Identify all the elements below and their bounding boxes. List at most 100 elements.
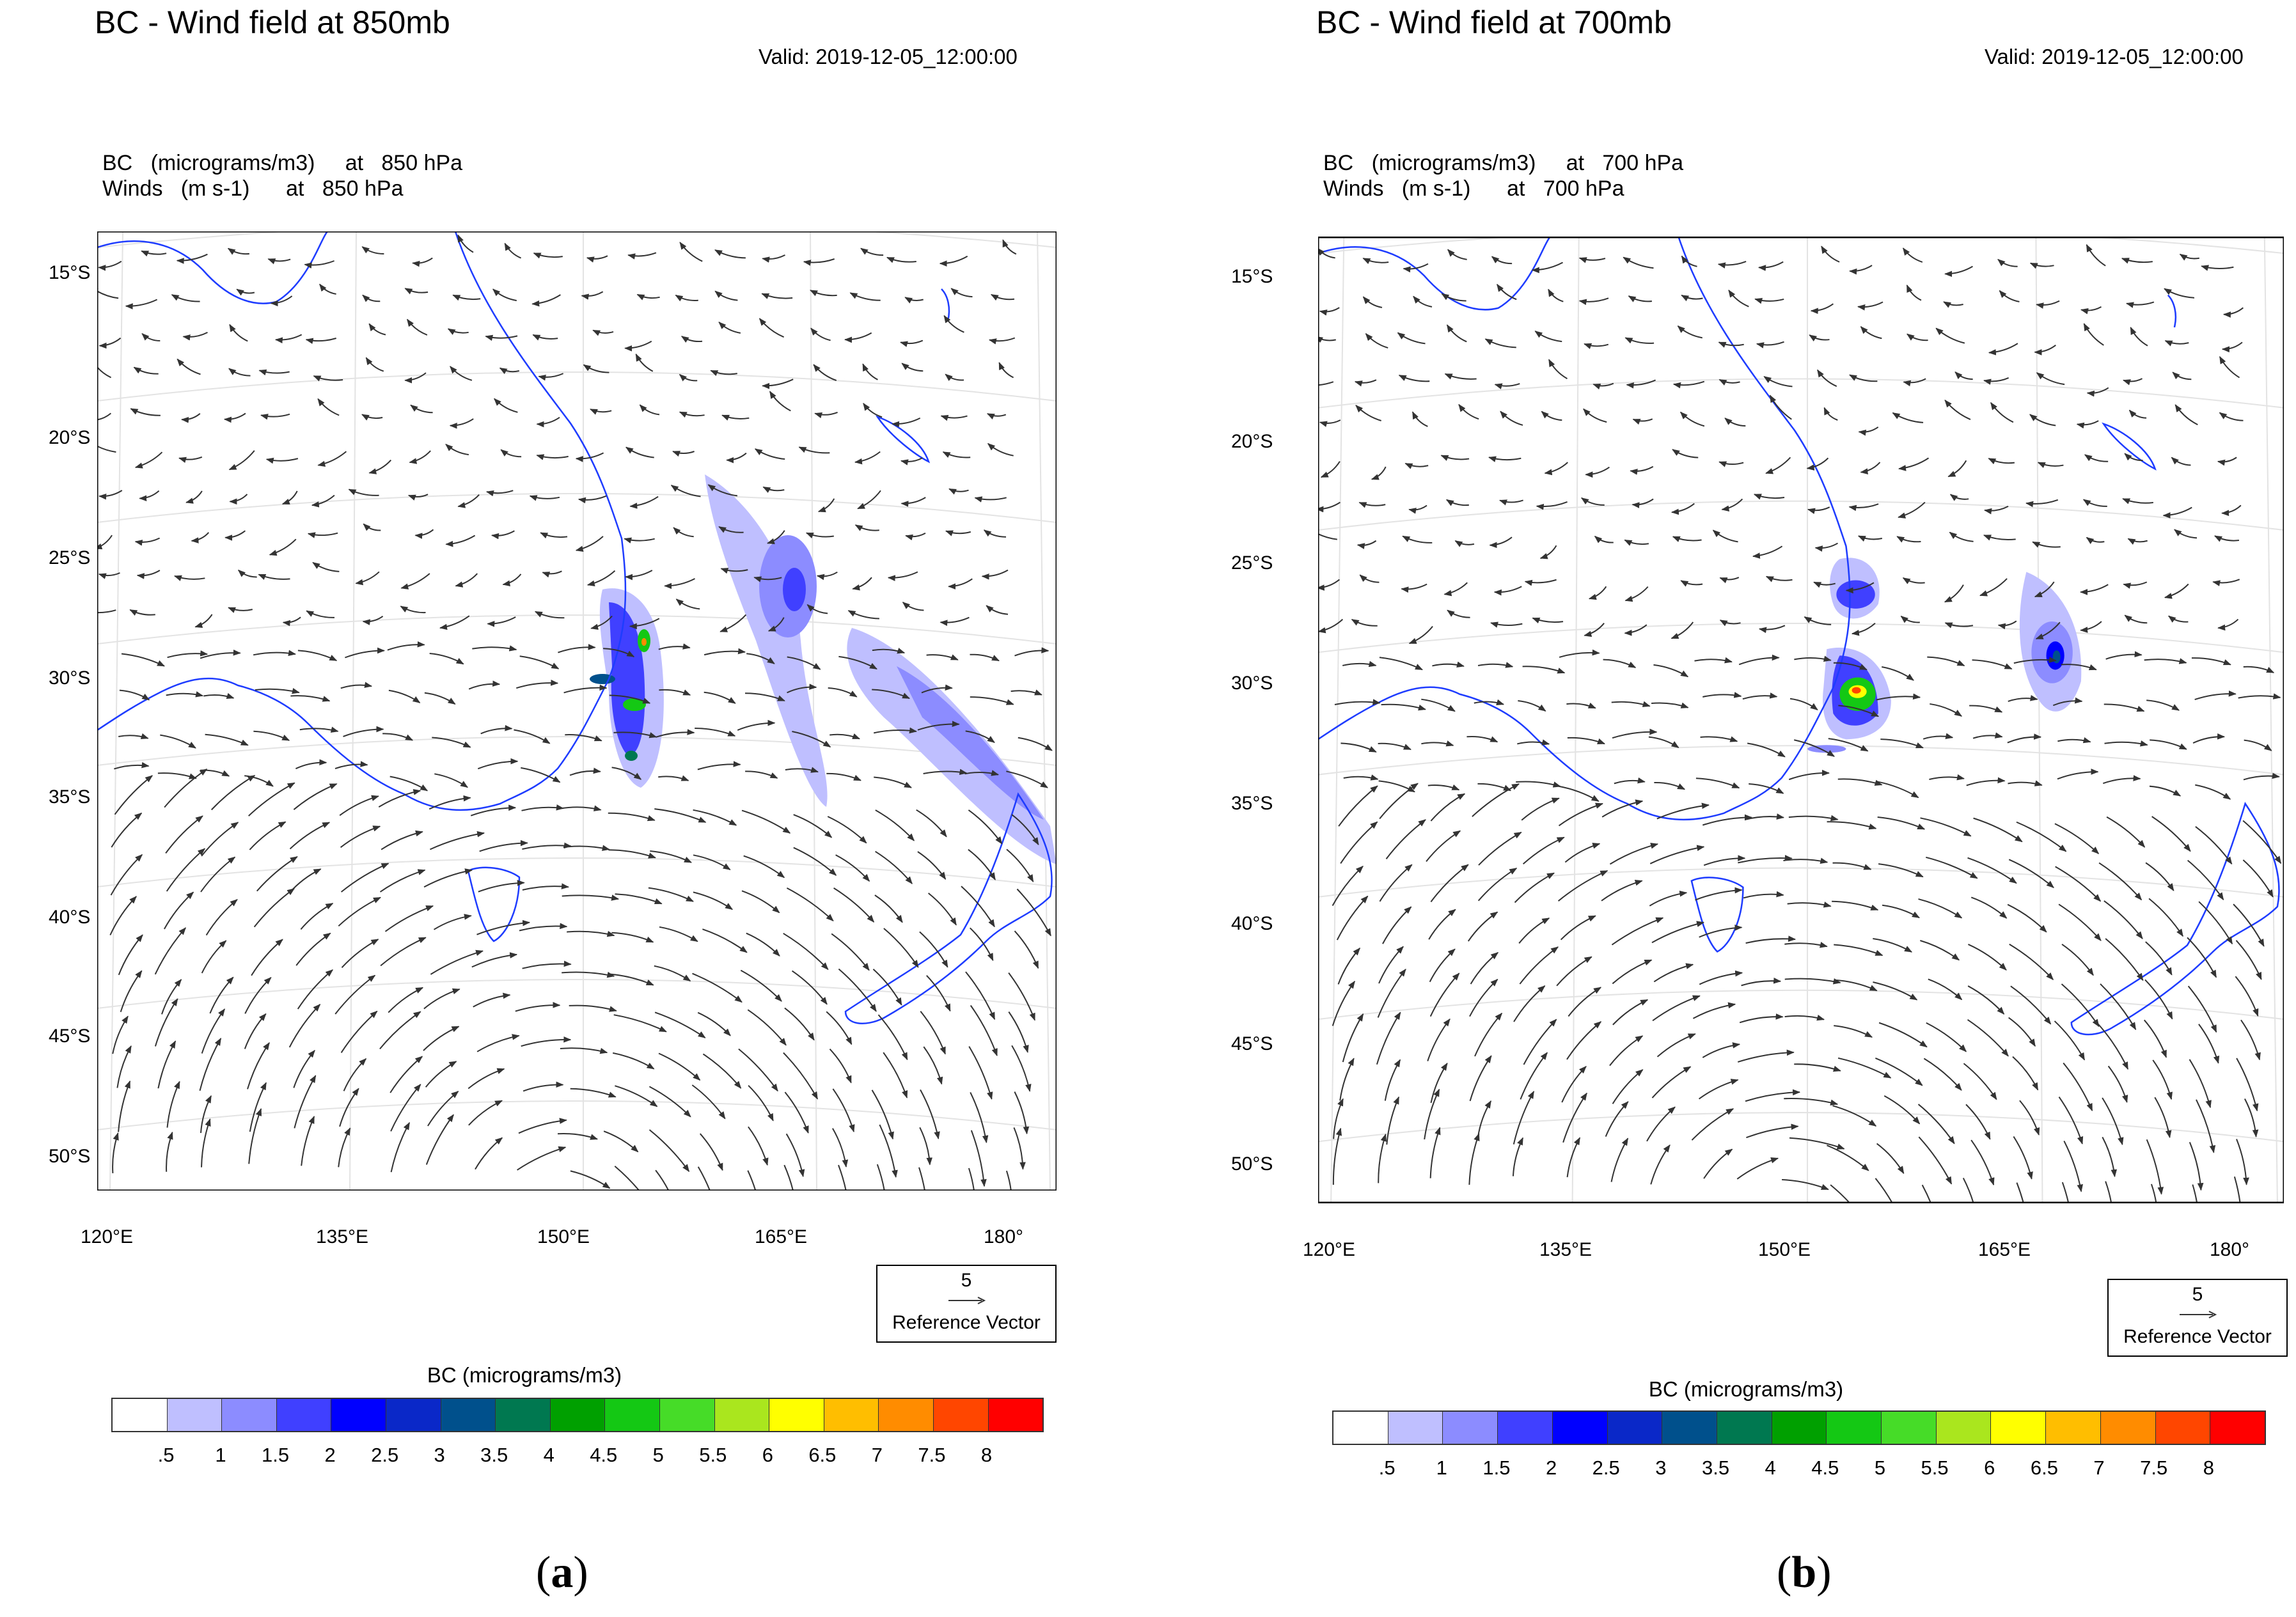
wind-vector	[1929, 774, 1965, 781]
wind-vector	[1877, 816, 1926, 830]
wind-vector	[592, 329, 614, 336]
wind-vector	[1671, 621, 1694, 639]
wind-vector	[1813, 581, 1836, 588]
wind-vector	[1694, 657, 1733, 664]
wind-vector	[194, 614, 213, 628]
wind-vector	[2012, 1056, 2039, 1091]
wind-vector	[783, 1164, 794, 1191]
wind-vector	[787, 656, 821, 670]
wind-vector	[1920, 817, 1972, 837]
wind-vector	[500, 449, 522, 458]
wind-vector	[253, 887, 295, 928]
wind-vector	[650, 850, 692, 863]
wind-vector	[1499, 499, 1523, 506]
wind-vector	[301, 1116, 315, 1166]
wind-vector	[1672, 449, 1699, 458]
wind-vector	[1651, 921, 1705, 944]
wind-vector	[519, 923, 568, 932]
wind-vector	[2058, 903, 2102, 941]
wind-vector	[1500, 410, 1523, 426]
wind-vector	[921, 684, 953, 694]
wind-vector	[1568, 987, 1602, 1017]
wind-vector	[363, 523, 381, 531]
wind-vector	[2219, 355, 2240, 379]
wind-vector	[974, 496, 1007, 503]
wind-vector	[2146, 699, 2180, 711]
wind-vector	[154, 927, 186, 975]
wind-vector	[224, 530, 246, 541]
wind-vector	[518, 1118, 567, 1134]
wind-vector	[1612, 999, 1649, 1026]
wind-vector	[1702, 692, 1742, 698]
reference-vector-box: 5 Reference Vector	[876, 1265, 1057, 1343]
wind-vector	[380, 937, 427, 967]
wind-vector	[1429, 1127, 1441, 1178]
wind-vector	[1561, 1066, 1587, 1103]
wind-vector	[2025, 499, 2059, 508]
colorbar-tick-label: 7.5	[2140, 1457, 2168, 1479]
wind-vector	[139, 490, 160, 502]
wind-vector	[387, 641, 425, 651]
wind-vector	[926, 975, 951, 1012]
reference-vector-value: 5	[961, 1270, 972, 1291]
colorbar-swatch	[605, 1399, 660, 1431]
wind-vector	[1719, 620, 1741, 627]
wind-vector	[404, 288, 429, 295]
wind-vector	[693, 809, 737, 826]
wind-vector	[2124, 453, 2143, 462]
wind-vector	[1903, 378, 1926, 387]
wind-vector	[2007, 903, 2047, 933]
wind-vector	[1646, 1106, 1676, 1142]
colorbar-swatch	[659, 1399, 715, 1431]
wind-vector	[2086, 387, 2109, 397]
wind-vectors	[1318, 244, 2282, 1203]
wind-vector	[2217, 457, 2237, 466]
wind-vector	[1376, 1012, 1401, 1065]
wind-vector	[923, 1046, 943, 1085]
wind-vector	[659, 689, 691, 696]
wind-vector	[1651, 702, 1689, 708]
wind-vector	[1427, 1018, 1451, 1061]
wind-vector	[133, 366, 159, 375]
wind-vector	[450, 366, 473, 381]
wind-vector	[345, 647, 385, 659]
wind-vector	[586, 255, 608, 263]
colorbar-swatch	[2046, 1412, 2101, 1444]
wind-vector	[1810, 303, 1834, 315]
wind-vector	[388, 987, 424, 1013]
wind-vector	[1809, 334, 1830, 342]
wind-vector	[1408, 626, 1433, 644]
lat-label: 40°S	[49, 907, 91, 928]
wind-vector	[533, 252, 563, 259]
wind-vector	[445, 444, 469, 456]
wind-vector	[2171, 457, 2191, 466]
wind-vector	[1559, 649, 1600, 658]
wind-vector	[900, 497, 926, 507]
wind-vector	[1967, 1019, 2009, 1057]
wind-vector	[1944, 584, 1964, 603]
wind-vector	[614, 1166, 640, 1191]
wind-vector	[1386, 1096, 1400, 1145]
wind-vector	[1466, 735, 1498, 743]
wind-vector	[407, 494, 429, 501]
wind-vector	[203, 692, 235, 699]
wind-vector	[340, 1010, 378, 1053]
wind-vector	[987, 443, 1014, 457]
wind-vector	[390, 1084, 421, 1132]
wind-vector	[613, 1014, 667, 1033]
wind-vector	[532, 334, 558, 341]
wind-vector	[473, 992, 511, 1008]
wind-vector	[1876, 693, 1921, 701]
wind-vector	[1807, 506, 1830, 515]
wind-vector	[1382, 906, 1412, 944]
wind-vector	[1988, 343, 2018, 355]
wind-vector	[1458, 403, 1479, 420]
wind-vector	[361, 414, 383, 421]
wind-vector	[1469, 1055, 1492, 1102]
wind-vector	[1379, 783, 1419, 820]
winds-description: Winds (m s-1) at 850 hPa	[102, 176, 404, 201]
wind-vector	[2122, 378, 2143, 386]
wind-vector	[1624, 337, 1655, 344]
wind-vector	[570, 1170, 611, 1189]
wind-vector	[1014, 647, 1050, 657]
